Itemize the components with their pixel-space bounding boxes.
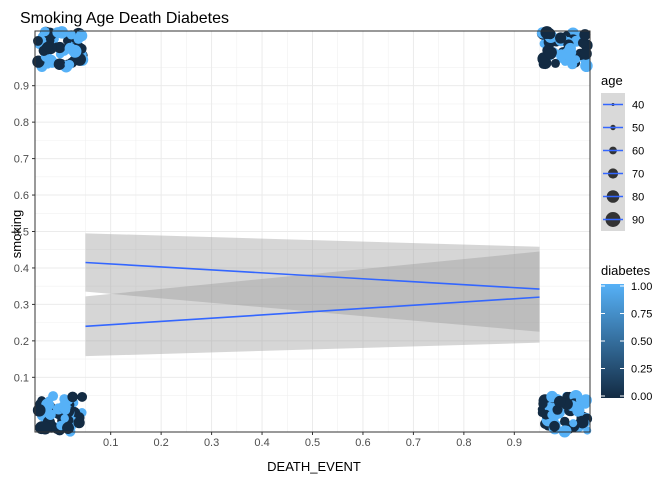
axes: 0.1 0.2 0.3 0.4 0.5 0.6 0.7 0.8 0.9 0.1 0.2 0.3 0.4 0… <box>14 81 522 449</box>
smooth-line <box>85 296 540 328</box>
data-point <box>73 416 85 429</box>
x-tick-label: 0.7 <box>406 437 421 449</box>
data-point <box>564 42 576 55</box>
confidence-ribbon <box>85 251 540 357</box>
data-point <box>67 391 78 403</box>
age-legend: age 40 50 60 70 80 90 <box>601 73 644 231</box>
data-point <box>569 419 578 428</box>
data-point <box>572 404 585 417</box>
x-tick-label: 0.2 <box>153 437 168 449</box>
data-point <box>64 42 76 55</box>
x-tick-label: 0.8 <box>456 437 471 449</box>
data-point <box>553 395 566 408</box>
data-point <box>62 422 74 434</box>
age-legend-label: 70 <box>632 169 644 181</box>
confidence-ribbon <box>85 233 540 332</box>
diabetes-legend-label: 0.25 <box>631 364 652 376</box>
data-point <box>538 399 548 409</box>
data-point <box>577 37 588 48</box>
data-point <box>580 59 593 73</box>
data-point <box>60 414 69 423</box>
data-point <box>540 26 554 39</box>
smooth-line <box>85 261 540 290</box>
data-point <box>48 391 59 402</box>
data-point <box>42 41 53 52</box>
data-point <box>555 32 567 44</box>
gridlines <box>35 31 590 432</box>
age-legend-label: 90 <box>632 215 644 227</box>
data-point <box>544 48 557 60</box>
data-point <box>579 29 591 41</box>
y-tick-label: 0.9 <box>14 81 29 93</box>
diabetes-colorbar <box>601 284 624 398</box>
y-tick-label: 0.4 <box>14 263 29 275</box>
age-legend-title: age <box>601 73 623 88</box>
data-point <box>52 27 63 38</box>
data-point <box>580 398 591 409</box>
data-point <box>550 58 560 68</box>
data-point <box>561 425 572 436</box>
diabetes-legend-label: 0.50 <box>631 336 652 348</box>
x-tick-label: 0.5 <box>305 437 320 449</box>
x-tick-label: 0.9 <box>507 437 522 449</box>
data-point <box>571 55 581 64</box>
y-tick-label: 0.6 <box>14 190 29 202</box>
data-point <box>549 420 560 432</box>
data-point <box>537 408 546 417</box>
data-point <box>559 416 570 427</box>
data-point <box>73 33 84 44</box>
data-point <box>53 58 66 70</box>
data-point <box>579 47 592 60</box>
data-point <box>66 30 76 40</box>
data-point <box>575 415 589 429</box>
y-tick-label: 0.2 <box>14 336 29 348</box>
smooth-lines <box>85 261 540 328</box>
x-axis-title: DEATH_EVENT <box>267 459 361 474</box>
y-tick-label: 0.1 <box>14 372 29 384</box>
data-point <box>54 41 66 54</box>
age-legend-label: 40 <box>632 100 644 112</box>
x-tick-label: 0.4 <box>254 437 269 449</box>
data-point <box>33 35 43 46</box>
y-tick-label: 0.3 <box>14 299 29 311</box>
x-tick-label: 0.1 <box>103 437 118 449</box>
diabetes-legend: diabetes 1.00 0.75 0.50 0.25 0.00 <box>601 263 652 403</box>
age-legend-label: 80 <box>632 192 644 204</box>
confidence-ribbons <box>85 233 540 357</box>
data-point <box>77 391 88 402</box>
y-tick-label: 0.7 <box>14 154 29 166</box>
age-legend-label: 60 <box>632 146 644 158</box>
diabetes-legend-label: 0.75 <box>631 309 652 321</box>
data-point <box>45 409 56 420</box>
diabetes-legend-title: diabetes <box>601 263 651 278</box>
data-point <box>60 405 71 415</box>
data-point <box>583 426 592 435</box>
y-tick-label: 0.8 <box>14 117 29 129</box>
chart-title: Smoking Age Death Diabetes <box>20 10 229 27</box>
data-point <box>64 59 75 70</box>
points <box>32 26 593 438</box>
x-tick-label: 0.6 <box>355 437 370 449</box>
diabetes-legend-label: 0.00 <box>631 391 652 403</box>
x-tick-label: 0.3 <box>204 437 219 449</box>
data-point <box>38 421 52 435</box>
age-legend-label: 50 <box>632 123 644 135</box>
y-tick-label: 0.5 <box>14 227 29 239</box>
plot-panel: 0.1 0.2 0.3 0.4 0.5 0.6 0.7 0.8 0.9 0.1 0.2 0.3 0.4 0… <box>14 26 593 449</box>
y-axis-title: smoking <box>9 210 24 258</box>
diabetes-legend-label: 1.00 <box>631 281 652 293</box>
data-point <box>32 403 46 417</box>
